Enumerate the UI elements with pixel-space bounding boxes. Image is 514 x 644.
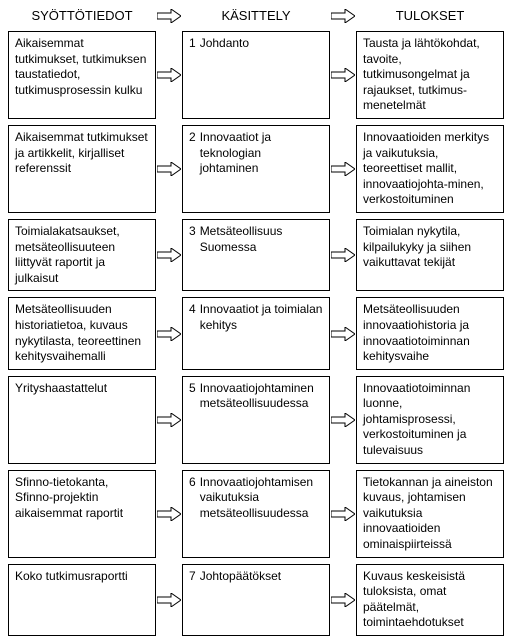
process-text: Innovaatiot ja teknologian johtaminen [200,130,323,177]
output-text: Toimialan nykytila, kilpailukyky ja siih… [363,224,497,271]
output-text: Tietokannan ja aineiston kuvaus, johtami… [363,475,497,553]
output-text: Kuvaus keskeisistä tuloksista, omat päät… [363,569,497,631]
process-text: Innovaatiot ja toimialan kehitys [200,302,323,333]
process-number: 3 [189,224,196,240]
header-input: SYÖTTÖTIEDOT [8,8,156,23]
output-box: Kuvaus keskeisistä tuloksista, omat päät… [356,564,504,636]
process-text: Johdanto [200,36,249,52]
arrow-icon [156,31,182,119]
flow-row: Aikaisemmat tutkimukset ja artikkelit, k… [8,125,506,213]
process-box: 7Johtopäätökset [182,564,330,636]
input-box: Aikaisemmat tutkimukset ja artikkelit, k… [8,125,156,213]
output-text: Metsäteollisuuden innovaatiohistoria ja … [363,302,497,364]
process-box: 1Johdanto [182,31,330,119]
input-text: Aikaisemmat tutkimukset, tutkimuksen tau… [15,36,149,98]
header-output: TULOKSET [356,8,504,23]
flow-row: Yrityshaastattelut 5Innovaatiojohtaminen … [8,376,506,464]
header-arrow-1 [156,9,182,23]
arrow-icon [156,297,182,369]
process-box: 4Innovaatiot ja toimialan kehitys [182,297,330,369]
flow-row: Sfinno-tietokanta, Sfinno-projektin aika… [8,470,506,558]
process-text: Innovaatiojohtaminen metsäteollisuudessa [200,381,323,412]
header-process: KÄSITTELY [182,8,330,23]
arrow-icon [156,376,182,464]
process-number: 5 [189,381,196,397]
output-text: Innovaatioiden merkitys ja vaikutuksia, … [363,130,497,208]
process-text: Johtopäätökset [200,569,281,585]
input-box: Metsäteollisuuden historiatietoa, kuvaus… [8,297,156,369]
output-text: Innovaatiotoiminnan luonne, johtamispros… [363,381,497,459]
process-text: Innovaatiojohtamisen vaikutuksia metsäte… [200,475,323,522]
arrow-icon [330,297,356,369]
input-text: Koko tutkimusraportti [15,569,128,585]
arrow-icon [330,31,356,119]
arrow-icon [330,125,356,213]
input-text: Metsäteollisuuden historiatietoa, kuvaus… [15,302,149,364]
output-box: Innovaatioiden merkitys ja vaikutuksia, … [356,125,504,213]
arrow-icon [156,219,182,291]
process-box: 5Innovaatiojohtaminen metsäteollisuudess… [182,376,330,464]
flow-row: Metsäteollisuuden historiatietoa, kuvaus… [8,297,506,369]
output-box: Tietokannan ja aineiston kuvaus, johtami… [356,470,504,558]
input-box: Yrityshaastattelut [8,376,156,464]
arrow-icon [330,376,356,464]
process-box: 6Innovaatiojohtamisen vaikutuksia metsät… [182,470,330,558]
arrow-icon [330,219,356,291]
input-box: Sfinno-tietokanta, Sfinno-projektin aika… [8,470,156,558]
input-box: Koko tutkimusraportti [8,564,156,636]
flow-row: Aikaisemmat tutkimukset, tutkimuksen tau… [8,31,506,119]
process-number: 7 [189,569,196,585]
process-number: 4 [189,302,196,318]
process-number: 6 [189,475,196,491]
header-arrow-2 [330,9,356,23]
process-number: 1 [189,36,196,52]
output-box: Metsäteollisuuden innovaatiohistoria ja … [356,297,504,369]
output-box: Innovaatiotoiminnan luonne, johtamispros… [356,376,504,464]
flow-row: Koko tutkimusraportti 7Johtopäätökset Kuva… [8,564,506,636]
flow-row: Toimialakatsaukset, metsäteollisuuteen l… [8,219,506,291]
rows-container: Aikaisemmat tutkimukset, tutkimuksen tau… [8,31,506,636]
input-box: Aikaisemmat tutkimukset, tutkimuksen tau… [8,31,156,119]
arrow-icon [156,470,182,558]
header-row: SYÖTTÖTIEDOT KÄSITTELY TULOKSET [8,8,506,23]
process-text: Metsäteollisuus Suomessa [200,224,323,255]
arrow-icon [156,125,182,213]
process-box: 2Innovaatiot ja teknologian johtaminen [182,125,330,213]
arrow-icon [330,470,356,558]
input-text: Toimialakatsaukset, metsäteollisuuteen l… [15,224,149,286]
arrow-icon [330,564,356,636]
process-box: 3Metsäteollisuus Suomessa [182,219,330,291]
input-text: Sfinno-tietokanta, Sfinno-projektin aika… [15,475,149,522]
process-number: 2 [189,130,196,146]
output-text: Tausta ja lähtökohdat, tavoite, tutkimus… [363,36,497,114]
output-box: Toimialan nykytila, kilpailukyky ja siih… [356,219,504,291]
output-box: Tausta ja lähtökohdat, tavoite, tutkimus… [356,31,504,119]
input-text: Aikaisemmat tutkimukset ja artikkelit, k… [15,130,149,177]
input-box: Toimialakatsaukset, metsäteollisuuteen l… [8,219,156,291]
arrow-icon [156,564,182,636]
input-text: Yrityshaastattelut [15,381,107,397]
